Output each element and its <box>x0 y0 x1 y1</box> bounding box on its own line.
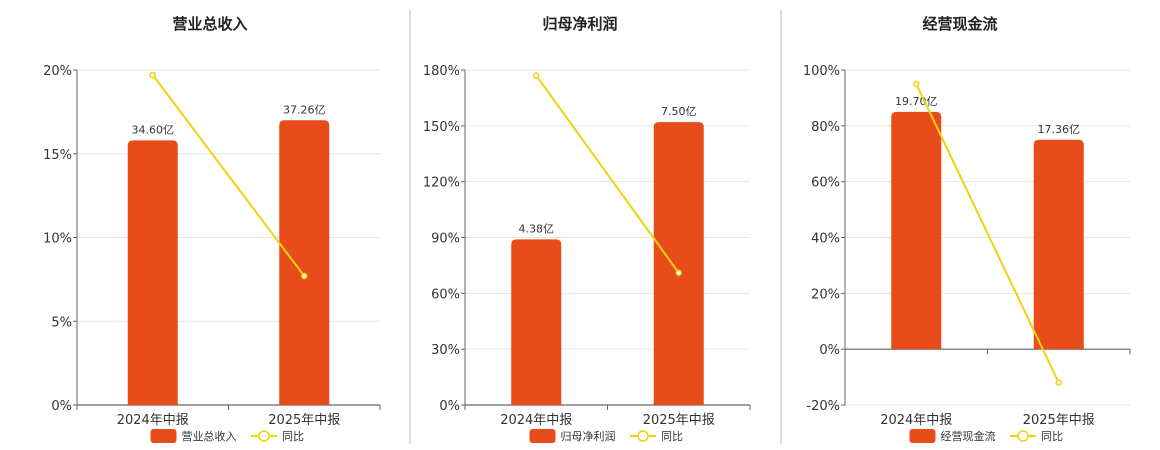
legend-bar-label: 归母净利润 <box>561 429 616 443</box>
yoy-point <box>913 80 920 88</box>
legend-line-marker <box>1017 430 1029 442</box>
chart-panel-2: 归母净利润 0% 30% 60% 90% 120% 150% 180% 2024年中报 2025年… <box>423 15 751 443</box>
legend-bar-swatch <box>150 429 177 443</box>
y-tick-label: 15% <box>43 148 72 163</box>
yoy-point <box>533 72 540 79</box>
legend-line-label: 同比 <box>1041 430 1063 443</box>
bar <box>279 120 330 405</box>
chart-panel-3: 经营现金流 -20% 0% 20% 40% 60% 80% 100% 2024年中报 2025年中… <box>803 15 1131 443</box>
yoy-point <box>301 272 308 280</box>
y-tick-label: 30% <box>431 343 460 358</box>
x-tick-label: 2025年中报 <box>1023 413 1095 428</box>
yoy-point <box>675 269 682 277</box>
x-tick-label: 2025年中报 <box>268 413 340 428</box>
y-tick-label: 60% <box>811 176 840 191</box>
bar <box>891 111 942 350</box>
x-tick-label: 2025年中报 <box>643 413 715 428</box>
bar-data-label: 19.70亿 <box>895 95 938 108</box>
y-tick-label: 20% <box>811 287 840 302</box>
y-tick-label: 20% <box>43 64 72 79</box>
chart-title: 经营现金流 <box>922 15 997 33</box>
legend-bar-swatch <box>909 429 936 443</box>
y-tick-label: 10% <box>43 232 72 247</box>
legend-line-label: 同比 <box>661 430 683 443</box>
yoy-line <box>535 74 680 274</box>
bar-data-label: 37.26亿 <box>283 103 326 116</box>
legend-bar-swatch <box>529 429 556 443</box>
y-tick-label: 180% <box>423 64 460 79</box>
y-tick-label: -20% <box>806 399 840 414</box>
bar <box>511 239 562 405</box>
legend-bar-label: 营业总收入 <box>182 429 237 443</box>
y-tick-label: 100% <box>803 64 840 79</box>
bar <box>127 140 178 405</box>
yoy-point <box>149 71 156 79</box>
x-tick-label: 2024年中报 <box>117 413 189 428</box>
bar-data-label: 17.36亿 <box>1038 123 1081 136</box>
y-tick-label: 80% <box>811 120 840 135</box>
x-tick-label: 2024年中报 <box>500 413 572 428</box>
y-tick-label: 120% <box>423 176 460 191</box>
legend: 经营现金流 同比 <box>909 429 1063 443</box>
yoy-line <box>915 83 1060 384</box>
legend-bar-label: 经营现金流 <box>941 429 996 443</box>
yoy-point <box>1055 379 1062 386</box>
y-tick-label: 40% <box>811 232 840 247</box>
legend-line-marker <box>637 430 649 442</box>
y-tick-label: 60% <box>431 287 460 302</box>
legend: 营业总收入 同比 <box>150 429 304 443</box>
bar-data-label: 34.60亿 <box>132 123 175 136</box>
bar-data-label: 7.50亿 <box>661 105 697 118</box>
legend-line-marker <box>258 430 270 442</box>
legend-line-label: 同比 <box>282 430 304 443</box>
bar <box>653 122 704 405</box>
bar-data-label: 4.38亿 <box>519 222 555 235</box>
y-tick-label: 150% <box>423 120 460 135</box>
y-tick-label: 90% <box>431 232 460 247</box>
chart-panel-1: 营业总收入 0% 5% 10% 15% 20% 2024年中报 2025年中报 34.60亿 37… <box>43 15 381 443</box>
chart-title: 营业总收入 <box>172 15 247 33</box>
legend: 归母净利润 同比 <box>529 429 683 443</box>
y-tick-label: 0% <box>51 399 72 414</box>
y-tick-label: 0% <box>439 399 460 414</box>
yoy-line <box>151 74 306 277</box>
y-tick-label: 0% <box>819 343 840 358</box>
y-tick-label: 5% <box>51 315 72 330</box>
chart-title: 归母净利润 <box>542 15 617 33</box>
bar <box>1033 139 1084 350</box>
x-tick-label: 2024年中报 <box>880 413 952 428</box>
